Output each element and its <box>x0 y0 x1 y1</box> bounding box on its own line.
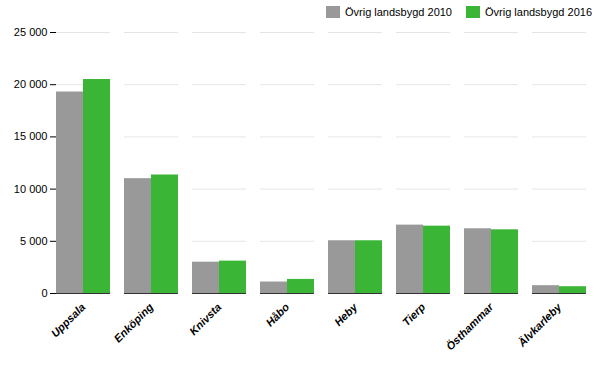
svg-text:Älvkarleby: Älvkarleby <box>515 300 564 349</box>
svg-text:Håbo: Håbo <box>263 301 291 329</box>
svg-text:5 000: 5 000 <box>20 235 48 247</box>
svg-text:Heby: Heby <box>332 300 360 328</box>
svg-text:0: 0 <box>41 287 47 299</box>
svg-text:Tierp: Tierp <box>400 301 428 329</box>
svg-text:Enköping: Enköping <box>111 301 155 345</box>
svg-text:Östhammar: Östhammar <box>444 300 496 352</box>
svg-text:Uppsala: Uppsala <box>49 301 88 340</box>
svg-text:25 000: 25 000 <box>14 26 48 38</box>
svg-text:Knivsta: Knivsta <box>187 301 224 338</box>
html-text:Övrig landsbygd 2010: Övrig landsbygd 2010 <box>345 6 452 18</box>
svg-text:10 000: 10 000 <box>14 183 48 195</box>
svg-text:15 000: 15 000 <box>14 130 48 142</box>
html-text:Övrig landsbygd 2016: Övrig landsbygd 2016 <box>485 6 592 18</box>
svg-text:20 000: 20 000 <box>14 78 48 90</box>
